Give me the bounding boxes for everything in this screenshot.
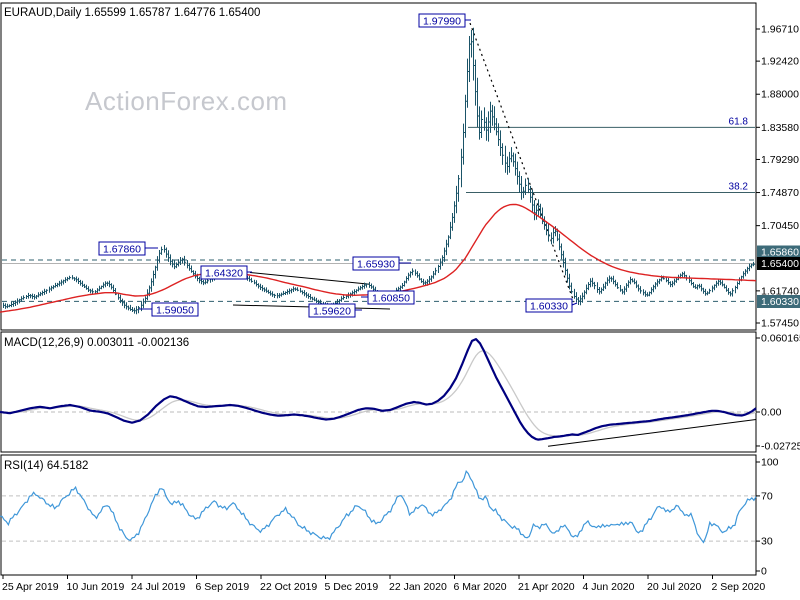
macd-line <box>0 338 757 441</box>
rsi-panel: RSI(14) 64.5182 <box>0 454 757 576</box>
price-axis-label: 1.61740 <box>761 285 799 297</box>
rsi-plot <box>0 469 757 544</box>
price-callout-box <box>200 265 248 280</box>
level-price-badge-label: 1.65860 <box>761 247 799 259</box>
callout-leader <box>571 302 578 306</box>
price-axis-badge <box>757 245 800 259</box>
ohlc-close-ticks <box>3 41 756 312</box>
price-axis-label: 1.83580 <box>761 122 799 134</box>
date-axis: 25 Apr 2019 10 Jun 2019 24 Jul 2019 6 Sep 2… <box>2 575 765 593</box>
price-plot: 61.8 38.2 1.97990 1.67860 1.64320 1.65930 1.59… <box>0 13 757 318</box>
price-callout-box <box>352 256 400 271</box>
price-axis-badge <box>757 257 800 270</box>
rsi-axis-label: 0 <box>761 566 767 578</box>
watermark: ActionForex.com <box>85 86 288 116</box>
macd-axis-label: 0.060165 <box>761 333 800 345</box>
macd-panel-border <box>0 331 757 453</box>
price-callout-box <box>151 302 199 317</box>
price-panel-border <box>0 2 757 331</box>
price-callout-label: 1.67860 <box>103 244 141 256</box>
fib-level-label: 61.8 <box>729 116 749 127</box>
rsi-axis-label: 70 <box>761 490 773 502</box>
price-callout-box <box>308 303 356 318</box>
macd-plot <box>0 338 757 447</box>
price-axis-label: 1.79290 <box>761 154 799 166</box>
macd-trendline <box>547 418 757 447</box>
price-axis: 1.96710 1.92420 1.88000 1.83580 1.79290 1.748… <box>756 24 800 578</box>
rsi-axis-label: 100 <box>761 457 779 469</box>
date-axis-label: 10 Jun 2019 <box>67 581 125 593</box>
date-axis-label: 24 Jul 2019 <box>131 581 185 593</box>
price-axis-badge <box>757 295 800 308</box>
trendline <box>249 272 371 285</box>
date-axis-label: 22 Oct 2019 <box>260 581 317 593</box>
price-axis-label: 1.88000 <box>761 89 799 101</box>
current-price-badge-label: 1.65400 <box>761 258 799 270</box>
rsi-panel-border <box>0 454 757 576</box>
date-axis-label: 25 Apr 2019 <box>2 581 59 593</box>
price-callout-label: 1.64320 <box>205 268 243 280</box>
level-price-badge-label: 1.60330 <box>761 296 799 308</box>
date-axis-label: 21 Apr 2020 <box>518 581 575 593</box>
chart-title: EURAUD,Daily 1.65599 1.65787 1.64776 1.6… <box>4 7 260 19</box>
price-axis-label: 1.74870 <box>761 187 799 199</box>
price-callout-label: 1.60850 <box>372 293 410 305</box>
price-callout-label: 1.60330 <box>530 301 568 313</box>
date-axis-label: 6 Mar 2020 <box>454 581 507 593</box>
date-axis-label: 4 Jun 2020 <box>583 581 635 593</box>
rsi-title: RSI(14) 64.5182 <box>4 460 88 472</box>
price-callout-box <box>525 298 573 313</box>
price-callout-label: 1.59620 <box>313 306 351 318</box>
date-axis-label: 6 Sep 2019 <box>196 581 250 593</box>
projection-dotted-line <box>469 22 575 303</box>
price-panel: ActionForex.com 61.8 38.2 1.97990 1.67860 1.… <box>0 2 757 331</box>
price-callout-label: 1.97990 <box>423 16 461 28</box>
price-axis-label: 1.70450 <box>761 220 799 232</box>
price-callout-box <box>98 241 146 256</box>
price-axis-label: 1.92420 <box>761 56 799 68</box>
price-callout-label: 1.59050 <box>156 305 194 317</box>
macd-axis-label: 0.00 <box>761 407 782 419</box>
fib-level-label: 38.2 <box>729 182 749 193</box>
macd-title: MACD(12,26,9) 0.003011 -0.002136 <box>4 337 189 349</box>
price-axis-label: 1.57450 <box>761 317 799 329</box>
macd-axis-label: -0.02725 <box>761 440 800 452</box>
date-axis-label: 22 Jan 2020 <box>389 581 447 593</box>
rsi-line <box>0 469 757 544</box>
price-callout-box <box>418 13 466 28</box>
price-axis-label: 1.96710 <box>761 24 799 36</box>
date-axis-label: 5 Dec 2019 <box>325 581 379 593</box>
price-callout-box <box>367 290 415 305</box>
date-axis-label: 20 Jul 2020 <box>647 581 701 593</box>
rsi-axis-label: 30 <box>761 536 773 548</box>
price-callout-label: 1.65930 <box>357 259 395 271</box>
date-axis-label: 2 Sep 2020 <box>712 581 766 593</box>
macd-panel: MACD(12,26,9) 0.003011 -0.002136 <box>0 331 757 453</box>
